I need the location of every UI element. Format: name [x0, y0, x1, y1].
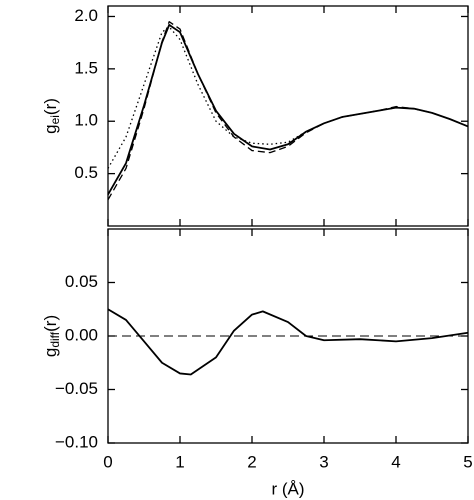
y-axis-label: gdiff(r) [41, 315, 62, 357]
y-label-main: g [41, 124, 60, 133]
y-label-tail: (r) [41, 98, 60, 115]
y-tick-label: 2.0 [74, 6, 98, 25]
x-tick-label: 5 [463, 452, 472, 471]
y-axis-label: gei(r) [41, 98, 62, 134]
x-tick-label: 2 [247, 452, 256, 471]
y-tick-label: −0.05 [55, 379, 98, 398]
plot-frame [107, 5, 469, 227]
data-line [107, 23, 469, 196]
y-tick-label: 0.05 [65, 272, 98, 291]
x-tick-label: 1 [175, 452, 184, 471]
data-line [107, 26, 469, 169]
y-tick-label: 1.5 [74, 58, 98, 77]
y-label-sub: diff [48, 331, 62, 347]
data-line [107, 308, 469, 376]
y-label-sub: ei [48, 115, 62, 124]
plot-frame [107, 228, 469, 444]
y-label-main: g [41, 348, 60, 357]
x-tick-label: 0 [103, 452, 112, 471]
y-tick-label: 0.5 [74, 163, 98, 182]
x-tick-label: 3 [319, 452, 328, 471]
x-axis-label: r (Å) [271, 479, 304, 498]
x-tick-label: 4 [391, 452, 400, 471]
y-tick-label: 1.0 [74, 111, 98, 130]
y-tick-label: −0.10 [55, 432, 98, 451]
data-line [107, 21, 469, 201]
y-label-tail: (r) [41, 315, 60, 332]
y-tick-label: 0.00 [65, 325, 98, 344]
